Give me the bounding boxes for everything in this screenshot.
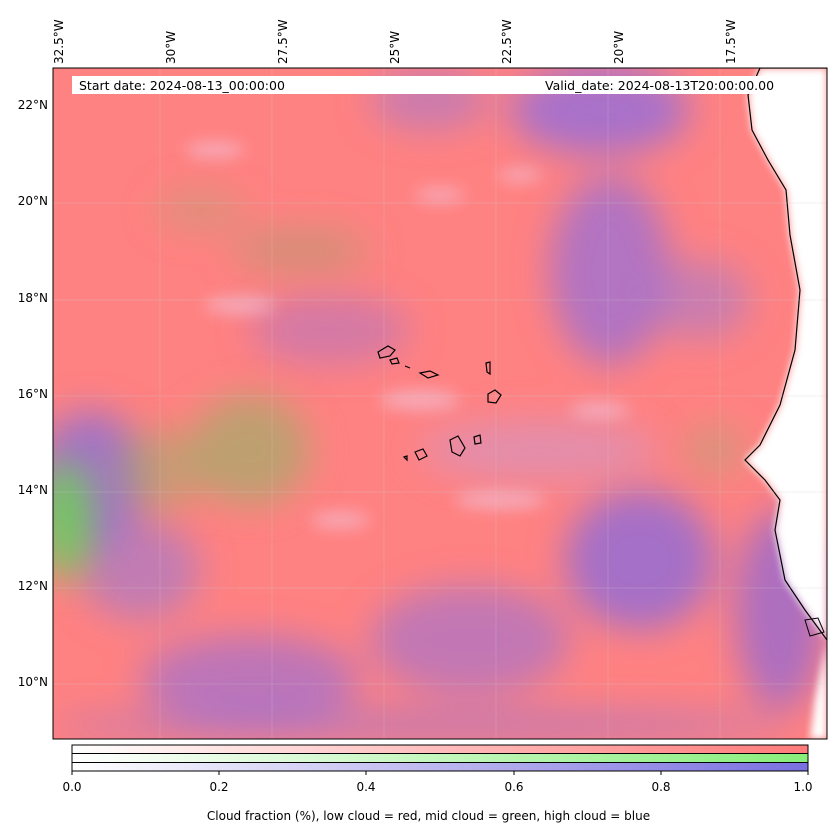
map-frame (52, 67, 828, 740)
valid-date-label: Valid_date: 2024-08-13T20:00:00.00 (545, 78, 775, 93)
colorbar-mid-cloud (72, 754, 808, 762)
cape-verde-islands (377, 345, 502, 462)
colorbar-tick-label: 0.2 (209, 780, 229, 794)
lat-label-22n: 22°N (17, 98, 48, 112)
start-date-label: Start date: 2024-08-13_00:00:00 (79, 78, 285, 93)
lat-label-18n: 18°N (17, 291, 48, 305)
colorbar-tick-label: 0.6 (504, 780, 524, 794)
lon-label-20w: 20°W (612, 30, 626, 64)
lon-label-27-5w: 27.5°W (276, 19, 290, 64)
colorbar-tick-label: 0.0 (62, 780, 82, 794)
colorbar-tick-label: 1.0 (793, 780, 813, 794)
lon-label-32-5w: 32.5°W (52, 19, 66, 64)
lon-label-22-5w: 22.5°W (500, 19, 514, 64)
colorbar-caption: Cloud fraction (%), low cloud = red, mid… (206, 809, 651, 823)
lat-label-10n: 10°N (17, 675, 48, 689)
lon-label-30w: 30°W (164, 30, 178, 64)
mid-cloud-layer (53, 190, 745, 580)
coastline (744, 68, 827, 641)
colorbar-tick-label: 0.4 (356, 780, 376, 794)
lon-label-25w: 25°W (388, 30, 402, 64)
colorbar-tick-label: 0.8 (651, 780, 671, 794)
lon-label-17-5w: 17.5°W (724, 19, 738, 64)
lat-label-12n: 12°N (17, 579, 48, 593)
cloud-streaks (185, 142, 630, 528)
colorbar (71, 744, 809, 775)
lat-label-16n: 16°N (17, 387, 48, 401)
map-gridlines (53, 68, 827, 739)
colorbar-high-cloud (72, 763, 808, 771)
lat-label-20n: 20°N (17, 194, 48, 208)
lat-label-14n: 14°N (17, 483, 48, 497)
date-info-box (72, 76, 808, 94)
colorbar-low-cloud (72, 745, 808, 753)
cloud-field (53, 68, 827, 739)
land-africa (744, 68, 827, 739)
